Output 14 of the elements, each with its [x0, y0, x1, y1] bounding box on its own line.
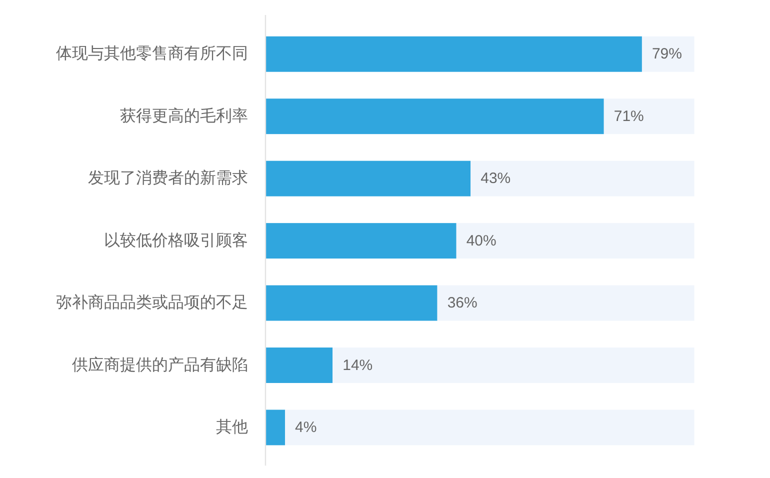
tick-label: 其他: [216, 418, 248, 436]
data-label: 71%: [614, 108, 644, 125]
tick-label: 弥补商品品类或品项的不足: [56, 294, 248, 312]
tick-label: 供应商提供的产品有缺陷: [72, 356, 248, 374]
data-label: 40%: [466, 232, 496, 250]
data-label: 36%: [447, 294, 478, 312]
data-label: 14%: [342, 356, 373, 374]
tick-label: 获得更高的毛利率: [120, 108, 248, 125]
tick-label: 体现与其他零售商有所不同: [56, 46, 248, 63]
data-label: 43%: [480, 170, 511, 188]
data-label: 79%: [652, 46, 682, 63]
tick-label: 发现了消费者的新需求: [88, 170, 248, 188]
tick-label: 以较低价格吸引顾客: [104, 232, 248, 250]
data-label: 4%: [295, 418, 317, 436]
